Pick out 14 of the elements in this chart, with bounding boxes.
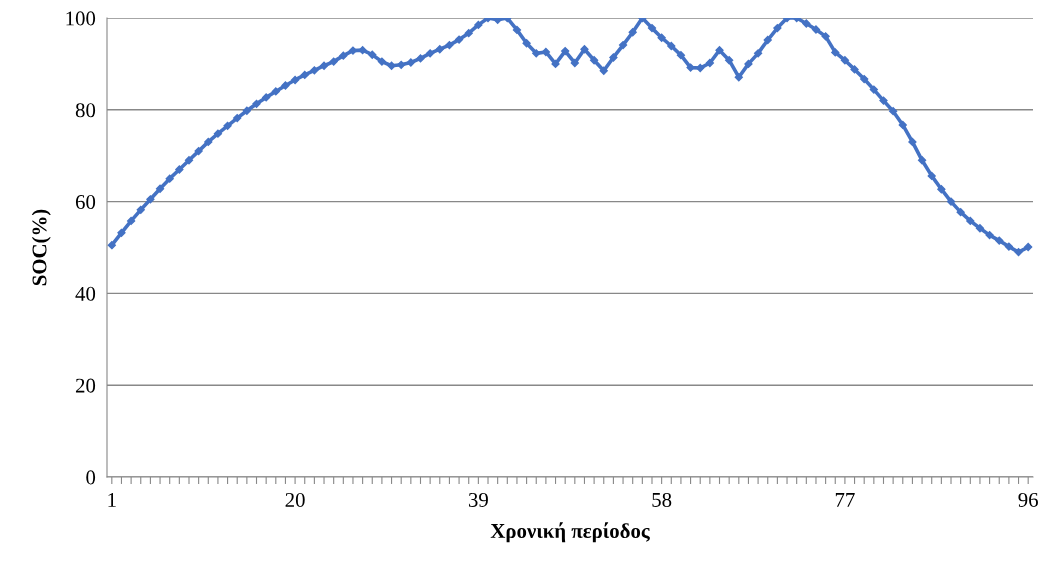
x-tick-label: 96 [1018, 492, 1038, 507]
y-tick-label: 0 [86, 470, 96, 485]
x-tick-label: 77 [835, 493, 855, 507]
y-axis-title: SOC(%) [31, 209, 51, 286]
y-tick-label: 60 [75, 194, 96, 210]
y-tick-label: 20 [75, 378, 96, 393]
x-axis-title: Χρονική περίοδος [490, 522, 650, 543]
y-tick-label: 80 [75, 103, 96, 118]
x-tick-label: 1 [108, 492, 116, 507]
y-tick-label: 40 [75, 286, 96, 301]
x-tick-label: 58 [652, 492, 672, 507]
x-tick-label: 39 [468, 492, 488, 507]
x-tick-label: 20 [285, 492, 305, 507]
y-tick-label: 100 [66, 11, 96, 26]
